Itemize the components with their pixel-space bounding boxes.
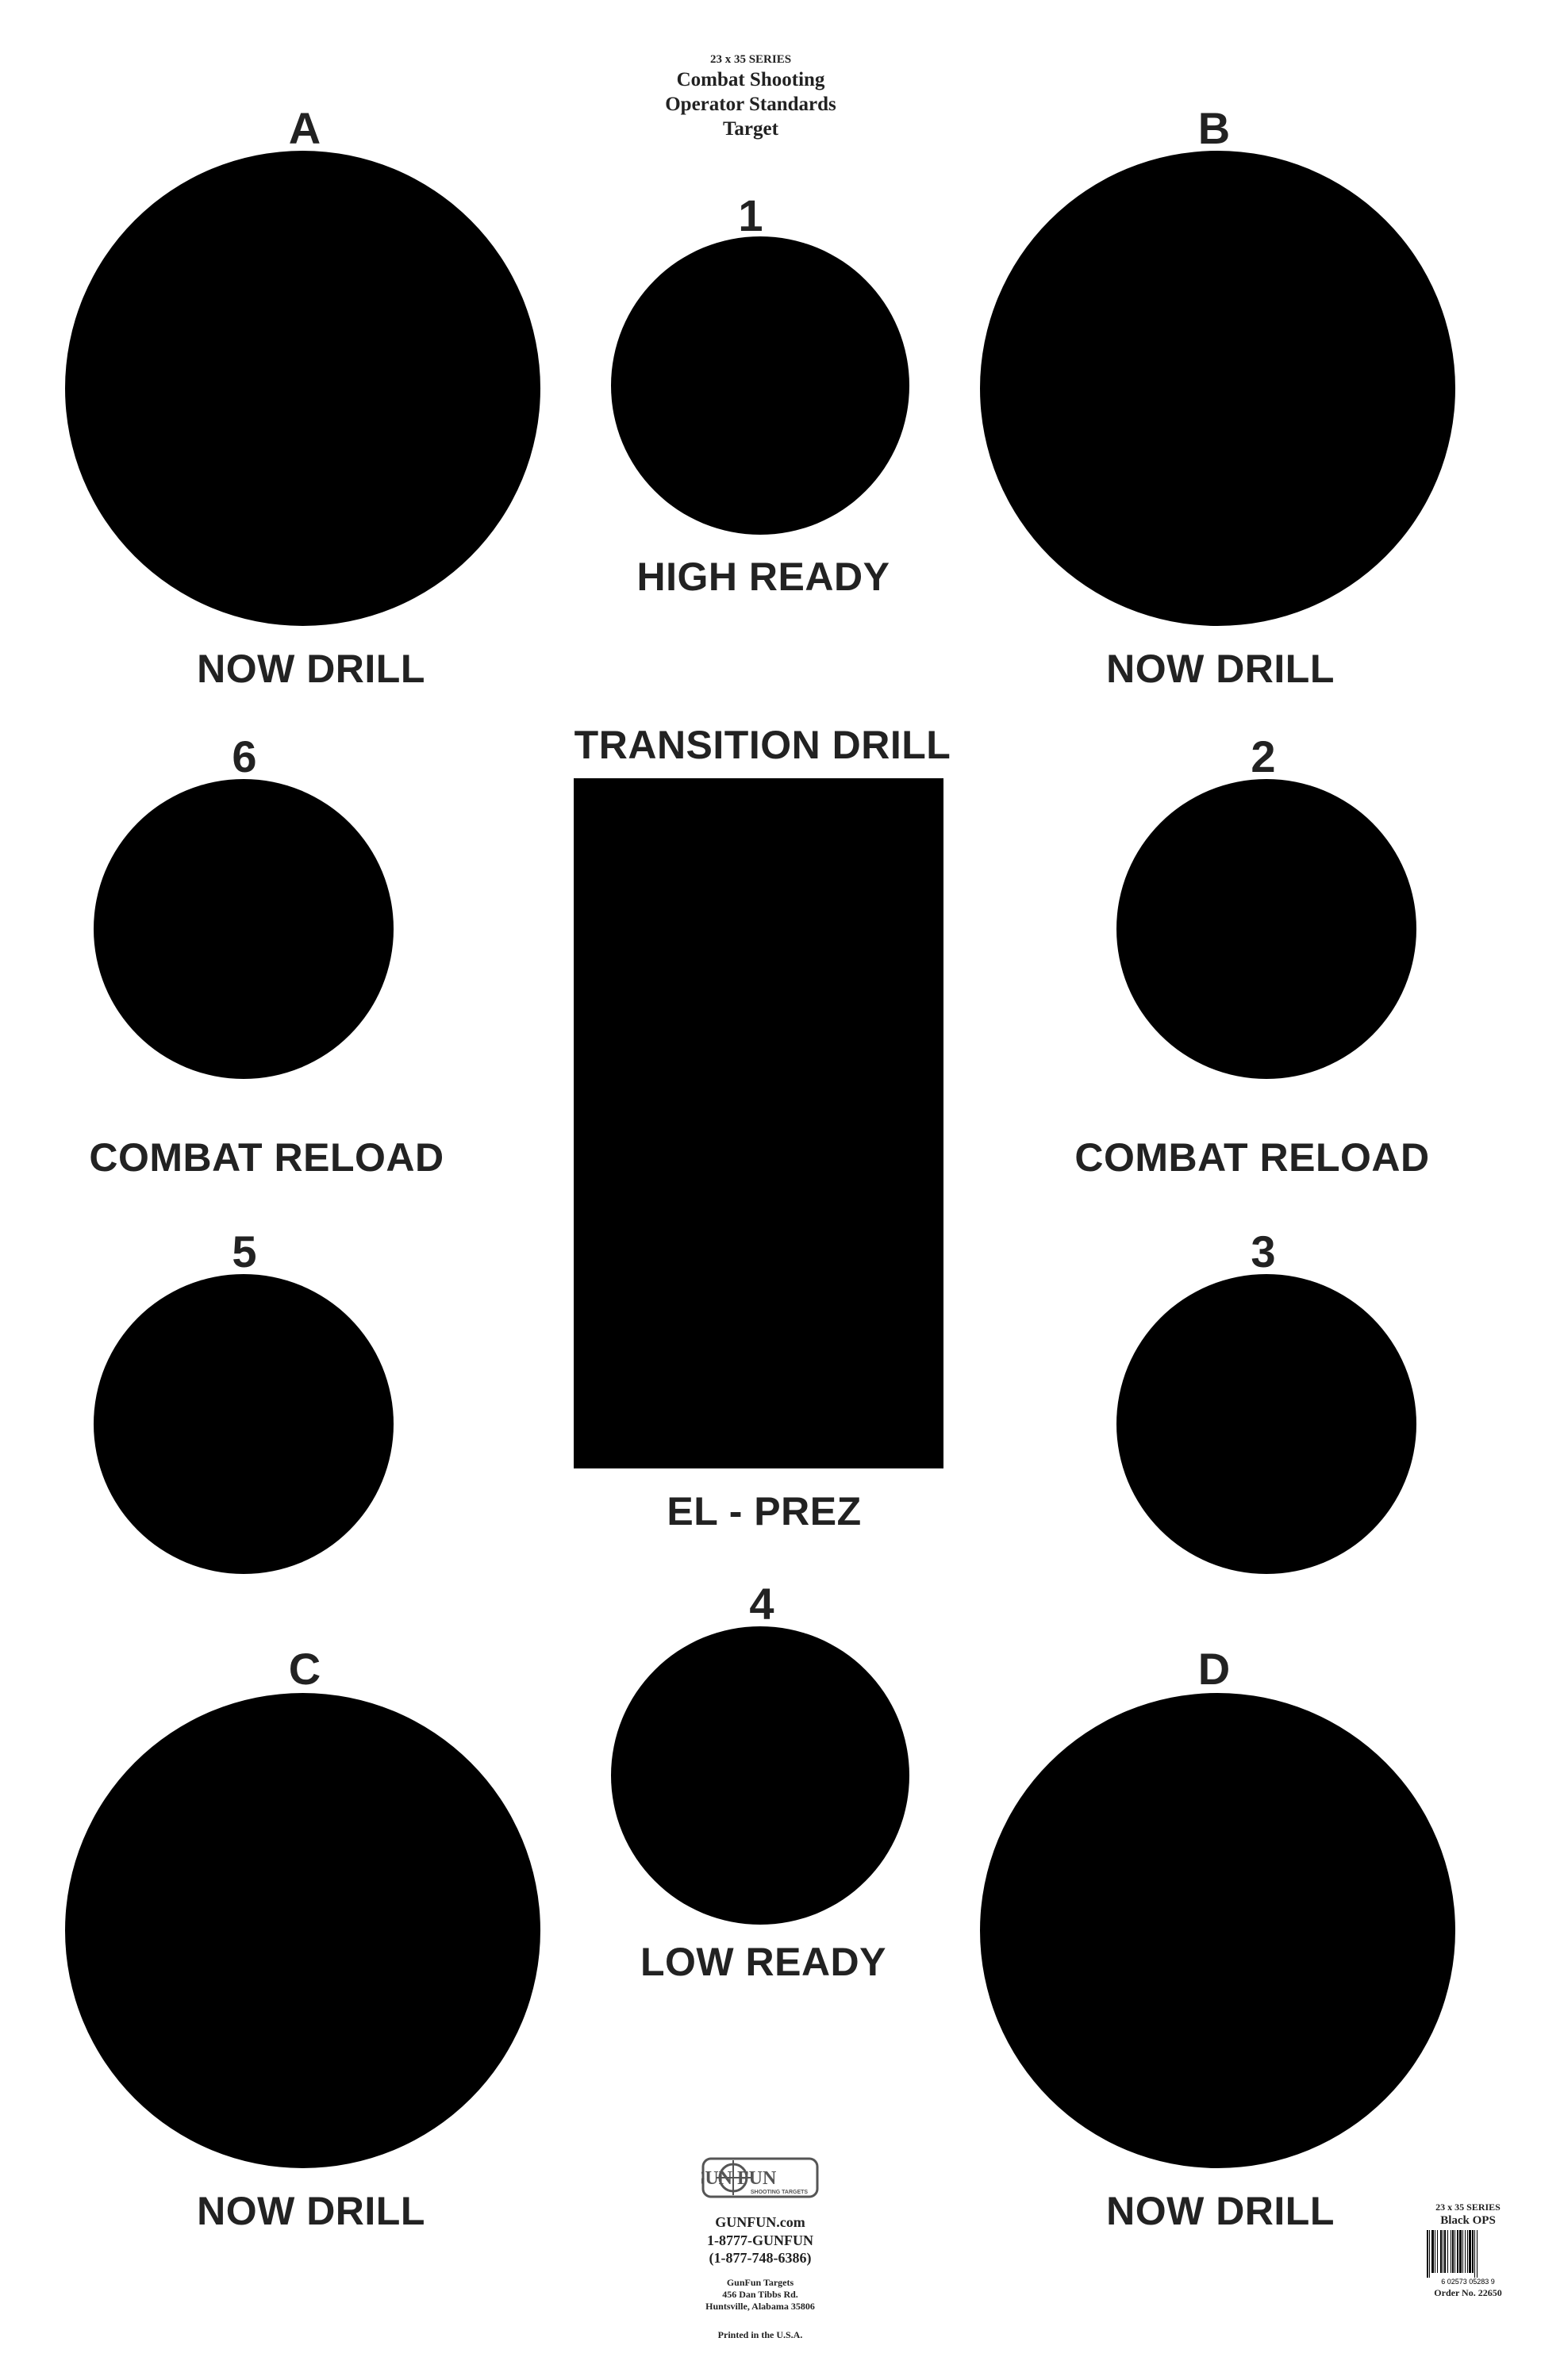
target-c-label: NOW DRILL: [197, 2189, 425, 2233]
target-a-circle: [65, 151, 540, 626]
barcode: 6 02573 05283 9: [1427, 2229, 1495, 2286]
gunfun-logo: GUN FUN SHOOTING TARGETS: [701, 2157, 819, 2198]
barcode-digits: 6 02573 05283 9: [1441, 2278, 1495, 2286]
target-6-label: COMBAT RELOAD: [89, 1135, 444, 1180]
product-order-number: Order No. 22650: [1434, 2286, 1502, 2298]
footer-company: GunFun Targets: [726, 2277, 794, 2288]
product-block: 23 x 35 SERIES Black OPS 6 02573 05283 9…: [1420, 2202, 1516, 2299]
target-6-number: 6: [232, 731, 257, 781]
footer-address: GunFun Targets 456 Dan Tibbs Rd. Huntsvi…: [705, 2277, 815, 2313]
product-series: 23 x 35 SERIES: [1435, 2202, 1501, 2213]
footer-printed: Printed in the U.S.A.: [717, 2329, 803, 2340]
target-5-number: 5: [232, 1226, 257, 1276]
product-name: Black OPS: [1440, 2214, 1496, 2227]
target-c-circle: [65, 1693, 540, 2168]
target-3-circle: [1116, 1274, 1416, 1574]
target-b-label: NOW DRILL: [1106, 647, 1335, 691]
barcode-bar: [1437, 2229, 1438, 2273]
barcode-bar: [1454, 2229, 1455, 2273]
barcode-bar: [1477, 2229, 1478, 2278]
footer-city: Huntsville, Alabama 35806: [705, 2301, 815, 2312]
barcode-bar: [1457, 2229, 1458, 2273]
target-d-circle: [980, 1693, 1455, 2168]
transition-drill-rectangle: [574, 778, 943, 1468]
target-b-letter: B: [1197, 103, 1231, 153]
footer-street: 456 Dan Tibbs Rd.: [722, 2289, 798, 2300]
barcode-bar: [1447, 2229, 1448, 2273]
target-3-number: 3: [1251, 1226, 1276, 1276]
target-2-circle: [1116, 779, 1416, 1079]
target-b-circle: [980, 151, 1455, 626]
header-title-line-2: Operator Standards: [665, 94, 836, 115]
target-6-circle: [94, 779, 394, 1079]
target-c-letter: C: [288, 1644, 321, 1694]
barcode-bar: [1440, 2229, 1442, 2273]
target-1-circle: [611, 236, 909, 535]
barcode-bar: [1452, 2229, 1454, 2273]
header-series: 23 x 35 SERIES: [709, 53, 792, 66]
header-title-line-3: Target: [723, 118, 778, 140]
target-4-circle: [611, 1626, 909, 1925]
logo-subtext: SHOOTING TARGETS: [751, 2190, 809, 2195]
target-2-number: 2: [1251, 731, 1276, 781]
transition-drill-label: TRANSITION DRILL: [574, 723, 951, 767]
barcode-bar: [1429, 2229, 1430, 2278]
target-1-label: HIGH READY: [636, 555, 890, 599]
barcode-bar: [1462, 2229, 1463, 2273]
barcode-bar: [1459, 2229, 1462, 2273]
barcode-bar: [1472, 2229, 1474, 2273]
footer-website: GUNFUN.com: [715, 2214, 805, 2230]
target-a-label: NOW DRILL: [197, 647, 425, 691]
target-d-letter: D: [1197, 1644, 1231, 1694]
target-a-letter: A: [288, 103, 321, 153]
target-1-number: 1: [738, 190, 763, 240]
target-2-label: COMBAT RELOAD: [1074, 1135, 1430, 1180]
target-5-circle: [94, 1274, 394, 1574]
barcode-bar: [1444, 2229, 1446, 2273]
target-d-label: NOW DRILL: [1106, 2189, 1335, 2233]
barcode-bar: [1427, 2229, 1428, 2278]
footer-contact: GUNFUN.com 1-8777-GUNFUN (1-877-748-6386…: [707, 2213, 813, 2267]
target-4-label: LOW READY: [640, 1940, 887, 1984]
barcode-bar: [1431, 2229, 1434, 2273]
barcode-bar: [1474, 2229, 1475, 2278]
header-title-line-1: Combat Shooting: [676, 68, 825, 90]
target-4-number: 4: [749, 1579, 774, 1629]
target-header: 23 x 35 SERIES Combat Shooting Operator …: [665, 52, 836, 142]
barcode-bar: [1469, 2229, 1471, 2273]
logo-text: GUN FUN: [701, 2168, 777, 2189]
footer-phone-number: (1-877-748-6386): [709, 2250, 812, 2266]
footer-phone-word: 1-8777-GUNFUN: [707, 2232, 813, 2248]
barcode-bar: [1465, 2229, 1466, 2273]
el-prez-label: EL - PREZ: [667, 1489, 862, 1534]
barcode-bar: [1467, 2229, 1468, 2273]
